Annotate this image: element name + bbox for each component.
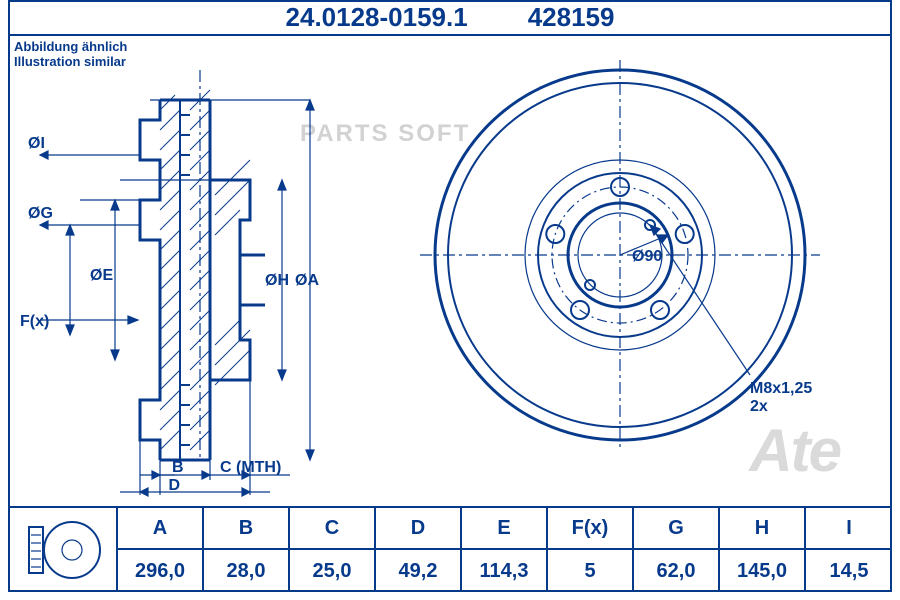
header-bar: 24.0128-0159.1 428159 <box>8 0 892 36</box>
dim-label-Fx: F(x) <box>20 313 49 330</box>
col-head: A <box>118 508 204 550</box>
col-head: D <box>376 508 462 550</box>
col-head: E <box>462 508 548 550</box>
illustration-note-de: Abbildung ähnlich <box>14 40 127 55</box>
dim-label-I: ØI <box>28 135 45 152</box>
dim-label-B: B <box>172 459 184 476</box>
col-val: 28,0 <box>204 550 290 592</box>
dimension-table: A B C D E F(x) G H I 296,0 28,0 25,0 49,… <box>8 506 892 592</box>
front-view-drawing: Ø90 M8x1,25 2x <box>400 55 860 485</box>
part-number-1: 24.0128-0159.1 <box>286 2 468 33</box>
col-val: 5 <box>548 550 634 592</box>
col-val: 296,0 <box>118 550 204 592</box>
dim-label-A: ØA <box>295 272 319 289</box>
part-number-2: 428159 <box>528 2 615 33</box>
dim-label-G: ØG <box>28 205 53 222</box>
thread-label-1: M8x1,25 <box>750 380 812 397</box>
col-val: 25,0 <box>290 550 376 592</box>
dim-label-H: ØH <box>265 272 289 289</box>
side-view-drawing: ØI ØG ØE ØH ØA F(x) B C (MTH) D <box>10 60 390 500</box>
thread-label-2: 2x <box>750 398 768 415</box>
col-val: 14,5 <box>806 550 892 592</box>
dim-label-D: D <box>168 477 180 494</box>
col-head: H <box>720 508 806 550</box>
dim-label-C: C (MTH) <box>220 459 281 476</box>
col-val: 49,2 <box>376 550 462 592</box>
vented-disc-icon <box>17 515 107 585</box>
disc-icon-cell <box>8 508 118 592</box>
col-head: F(x) <box>548 508 634 550</box>
col-val: 114,3 <box>462 550 548 592</box>
dim-label-E: ØE <box>90 267 113 284</box>
col-val: 62,0 <box>634 550 720 592</box>
col-head: I <box>806 508 892 550</box>
center-bore-label: Ø90 <box>632 248 662 265</box>
col-val: 145,0 <box>720 550 806 592</box>
col-head: B <box>204 508 290 550</box>
col-head: G <box>634 508 720 550</box>
col-head: C <box>290 508 376 550</box>
